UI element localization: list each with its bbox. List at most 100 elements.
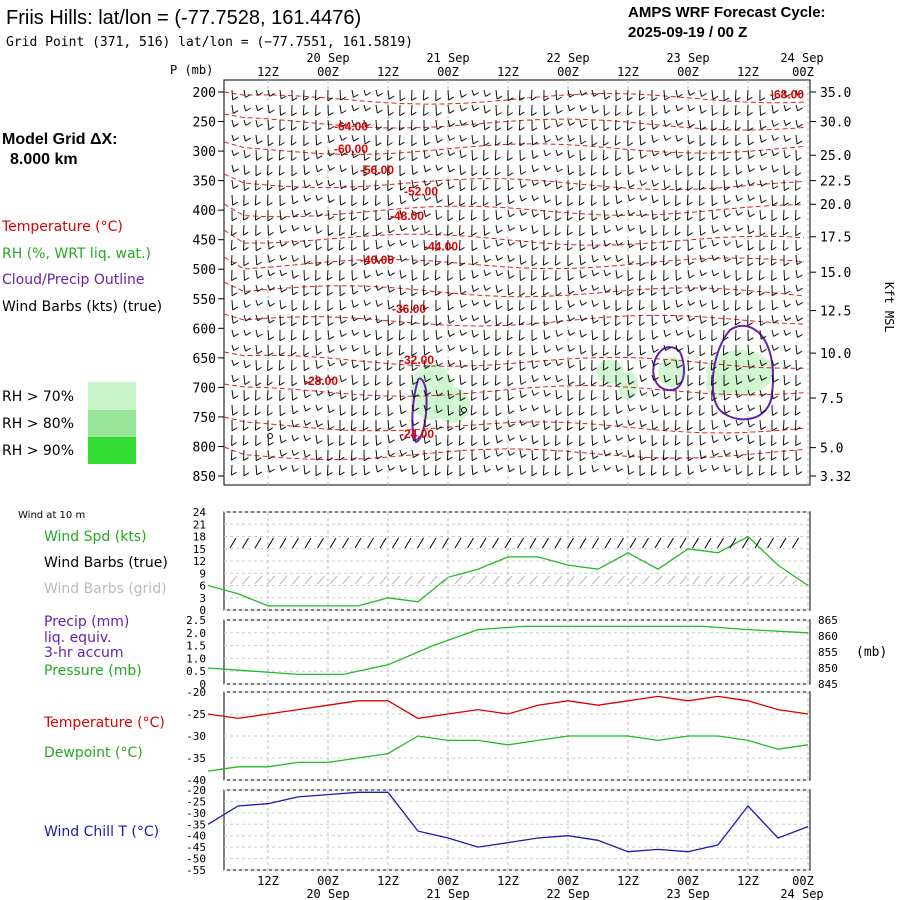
wind-barb [459, 164, 462, 175]
wind-barb [422, 89, 425, 101]
legend-cloud: Cloud/Precip Outline [2, 272, 145, 288]
wind-barb-flag [581, 287, 587, 292]
wind-barb [530, 299, 533, 311]
wind-barb [314, 284, 317, 296]
wind-barb [759, 389, 763, 397]
wind-barb [243, 164, 246, 175]
wind-barb [627, 239, 630, 248]
wind-barb [435, 179, 439, 187]
wind-barb [567, 269, 569, 281]
wind-barb-flag [773, 362, 779, 367]
wind-barb-flag [723, 141, 729, 146]
wind-barb [387, 224, 390, 234]
wind-barb-flag [555, 456, 561, 461]
wind-barb [411, 224, 415, 232]
rh-area-70 [618, 371, 638, 399]
wind-barb-flag [279, 171, 285, 176]
wind-barb-flag [436, 322, 442, 327]
wind-barb [747, 179, 751, 186]
wind-barb [291, 254, 295, 262]
surface-grid-wind-barb [404, 575, 413, 585]
wind-barb [698, 374, 701, 386]
wind-barb-flag [688, 140, 695, 145]
wind-barb [458, 434, 461, 446]
surface-grid-wind-barb [567, 575, 575, 585]
wind-barb-flag [412, 171, 419, 176]
wind-barb-flag [255, 172, 262, 177]
wind-barb-flag [651, 247, 658, 252]
wind-barb [795, 464, 798, 475]
wind-barb [555, 359, 559, 366]
wind-barb-flag [615, 351, 621, 356]
wind-barb [627, 224, 631, 232]
wind-barb-flag [388, 202, 394, 207]
surface-wind-barb [742, 537, 749, 549]
wind-barb-flag [267, 171, 273, 176]
wind-barb-flag [459, 246, 465, 251]
wind-barb [459, 374, 462, 385]
wind-barb [303, 449, 306, 458]
wind-barb-flag [760, 442, 766, 447]
wind-barb-flag [401, 423, 407, 428]
surface-grid-wind-barb [704, 575, 713, 585]
wind-barb-flag [556, 306, 563, 311]
wind-barb-flag [747, 96, 753, 101]
wind-barb [495, 434, 498, 443]
wind-barb-flag [773, 137, 779, 141]
wind-barb-flag [376, 231, 382, 236]
height-tick-label: 3.32 [820, 470, 851, 485]
wind-barb [783, 119, 787, 126]
wind-barb-flag [339, 442, 345, 447]
wind-barb-flag [748, 141, 754, 146]
wind-barb-flag [293, 468, 299, 472]
wind-barb-flag [291, 307, 298, 312]
surface-wind-barb [592, 537, 599, 549]
wind-barb [783, 299, 786, 308]
wind-barb-flag [699, 427, 706, 432]
surface-wind-barb [242, 537, 249, 549]
wind-barb [591, 314, 594, 324]
wind-barb [627, 329, 629, 341]
wind-barb-flag [617, 213, 623, 218]
wind-barb-flag [231, 277, 237, 282]
wind-barb-flag [723, 351, 729, 356]
wind-barb [542, 464, 545, 476]
wind-barb [579, 284, 583, 292]
wind-barb [723, 284, 726, 296]
wind-barb-flag [593, 287, 599, 291]
wind-barb [315, 239, 318, 251]
surface-grid-wind-barb [317, 575, 325, 585]
wind-barb-flag [773, 168, 779, 173]
wind-barb-flag [353, 154, 359, 159]
wind-barb-flag [243, 472, 250, 477]
wind-barb [795, 254, 798, 265]
wind-barb [579, 134, 582, 145]
wind-barb [243, 89, 246, 98]
wind-barb [759, 164, 763, 171]
wind-barb-flag [244, 171, 251, 176]
wind-barb [447, 194, 450, 206]
wind-barb [771, 344, 775, 351]
wind-barb-flag [364, 350, 371, 355]
wind-barb-flag [759, 457, 765, 462]
wind-barb [242, 224, 245, 236]
wind-barb-flag [531, 127, 538, 132]
wind-barb [555, 89, 558, 101]
wind-barb [699, 224, 702, 236]
wind-barb-flag [591, 427, 598, 432]
wind-barb [291, 149, 293, 161]
wind-barb [243, 449, 245, 461]
wind-barb [759, 134, 762, 143]
wind-barb-flag [507, 172, 514, 177]
surface-wind-barb [642, 537, 649, 549]
surface-wind-barb [504, 537, 512, 549]
wind-barb [411, 404, 415, 412]
value-tick-label: 1.5 [186, 640, 206, 653]
wind-panel-title: Wind at 10 m [18, 510, 85, 521]
wind-barb-flag [388, 216, 395, 221]
wind-barb-flag [401, 242, 407, 246]
wind-barb-flag [461, 137, 467, 142]
wind-barb-flag [353, 347, 359, 352]
wind-barb-flag [268, 336, 275, 341]
time-tick-label: 12Z [377, 65, 399, 79]
